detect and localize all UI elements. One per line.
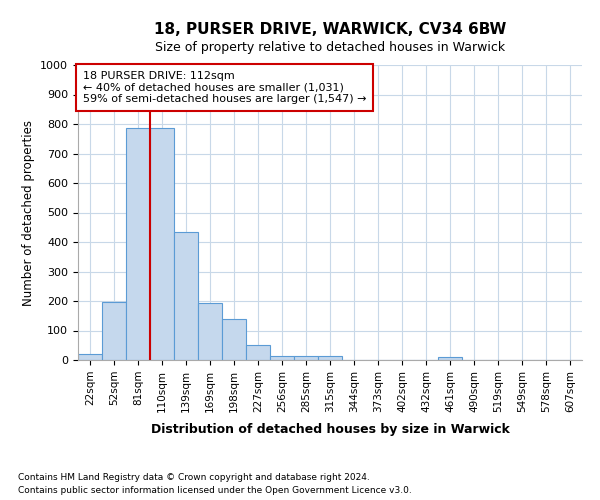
Bar [246, 345, 270, 360]
Text: Size of property relative to detached houses in Warwick: Size of property relative to detached ho… [155, 41, 505, 54]
Bar [174, 232, 198, 360]
Text: 18 PURSER DRIVE: 112sqm
← 40% of detached houses are smaller (1,031)
59% of semi: 18 PURSER DRIVE: 112sqm ← 40% of detache… [83, 71, 367, 104]
Bar [102, 302, 126, 360]
Bar [150, 128, 174, 360]
X-axis label: Distribution of detached houses by size in Warwick: Distribution of detached houses by size … [151, 423, 509, 436]
Bar [78, 354, 102, 360]
Bar [318, 356, 342, 360]
Bar [438, 357, 462, 360]
Bar [270, 356, 294, 360]
Y-axis label: Number of detached properties: Number of detached properties [22, 120, 35, 306]
Bar [294, 356, 318, 360]
Bar [198, 304, 222, 360]
Text: 18, PURSER DRIVE, WARWICK, CV34 6BW: 18, PURSER DRIVE, WARWICK, CV34 6BW [154, 22, 506, 38]
Text: Contains public sector information licensed under the Open Government Licence v3: Contains public sector information licen… [18, 486, 412, 495]
Text: Contains HM Land Registry data © Crown copyright and database right 2024.: Contains HM Land Registry data © Crown c… [18, 472, 370, 482]
Bar [126, 128, 150, 360]
Bar [222, 318, 246, 360]
